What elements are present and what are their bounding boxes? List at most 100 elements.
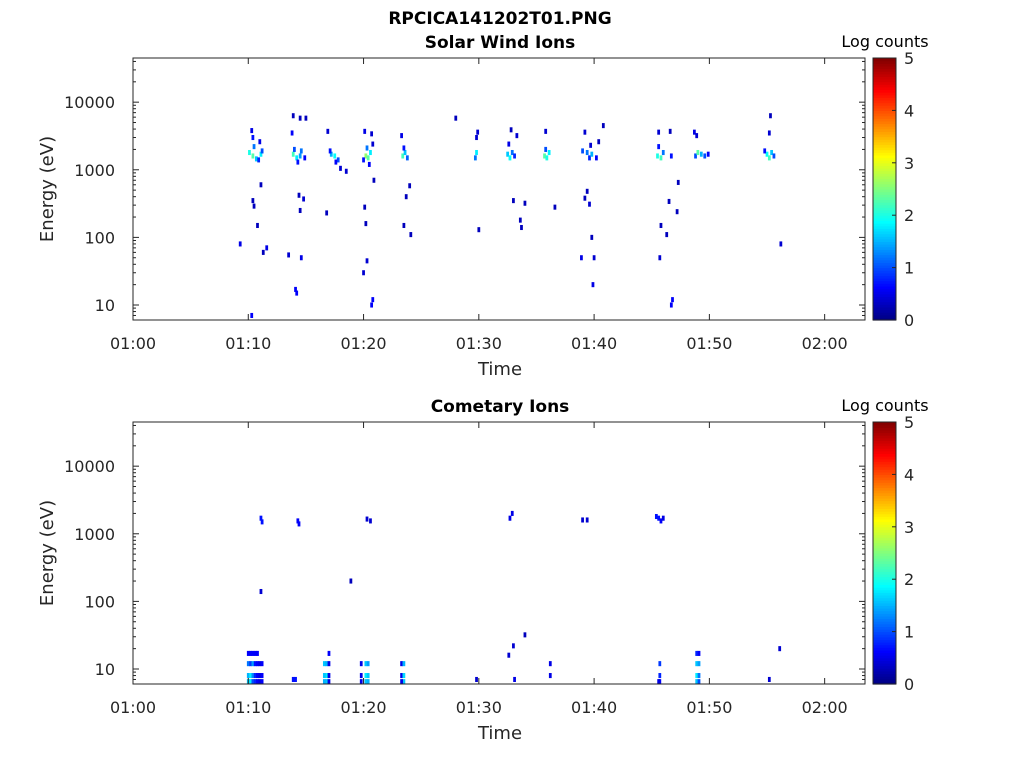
colorbar-segment xyxy=(873,301,896,305)
cometary-colorbar: 0 1 2 3 4 5 xyxy=(872,413,914,694)
colorbar-segment xyxy=(873,456,896,460)
colorbar-segment xyxy=(873,600,896,604)
colorbar-segment xyxy=(873,149,896,153)
heatmap-cell xyxy=(327,661,331,667)
colorbar-segment xyxy=(873,63,896,67)
heatmap-cell xyxy=(409,232,413,238)
heatmap-cell xyxy=(256,661,259,667)
heatmap-cell xyxy=(553,204,557,210)
heatmap-cell xyxy=(248,149,251,156)
heatmap-cell xyxy=(588,201,591,207)
colorbar-segment xyxy=(873,492,896,496)
heatmap-cell xyxy=(327,679,331,684)
colorbar-segment xyxy=(873,676,896,680)
heatmap-cell xyxy=(675,209,679,215)
heatmap-cell xyxy=(400,679,403,684)
colorbar-segment xyxy=(873,670,896,675)
colorbar-segment xyxy=(873,139,896,143)
heatmap-cell xyxy=(364,221,368,227)
cometary-axes-box xyxy=(132,421,866,685)
heatmap-cell xyxy=(589,142,593,148)
colorbar-segment xyxy=(873,154,896,159)
heatmap-cell xyxy=(400,661,403,667)
heatmap-cell xyxy=(697,673,701,679)
colorbar-segment xyxy=(873,636,896,641)
x-tick-label: 01:00 xyxy=(110,334,156,353)
y-tick-label: 10 xyxy=(95,660,115,679)
heatmap-cell xyxy=(477,227,481,233)
colorbar-segment xyxy=(873,128,896,132)
heatmap-cell xyxy=(299,255,303,261)
colorbar-segment xyxy=(873,58,896,62)
heatmap-cell xyxy=(333,153,337,159)
heatmap-cell xyxy=(779,241,783,247)
colorbar-segment xyxy=(873,453,896,457)
colorbar-segment xyxy=(873,299,896,303)
heatmap-cell xyxy=(364,153,368,159)
heatmap-cell xyxy=(257,157,261,163)
heatmap-cell xyxy=(327,650,331,656)
colorbar-segment xyxy=(873,173,896,177)
colorbar-segment xyxy=(873,160,896,164)
colorbar-segment xyxy=(873,110,896,114)
heatmap-cell xyxy=(259,515,263,521)
colorbar-segment xyxy=(873,495,896,499)
heatmap-cell xyxy=(293,146,296,152)
heatmap-cell xyxy=(256,222,259,229)
heatmap-cell xyxy=(296,518,300,524)
heatmap-cell xyxy=(668,128,672,134)
heatmap-cell xyxy=(322,679,326,684)
colorbar-segment xyxy=(873,84,896,88)
y-tick-label: 100 xyxy=(84,228,115,247)
colorbar-segment xyxy=(873,657,896,662)
heatmap-cell xyxy=(654,513,658,520)
heatmap-cell xyxy=(260,679,264,684)
heatmap-cell xyxy=(326,128,330,134)
colorbar-segment xyxy=(873,233,896,237)
colorbar-segment xyxy=(873,309,896,313)
heatmap-cell xyxy=(249,661,252,667)
y-tick-label: 1000 xyxy=(74,525,115,544)
heatmap-cell xyxy=(515,133,519,139)
heatmap-cell xyxy=(297,192,301,198)
colorbar-segment xyxy=(873,60,896,64)
colorbar-segment xyxy=(873,484,896,489)
colorbar-segment xyxy=(873,99,896,104)
heatmap-cell xyxy=(658,673,662,679)
heatmap-cell xyxy=(328,148,332,154)
colorbar-segment xyxy=(873,660,896,664)
colorbar-segment xyxy=(873,175,896,180)
colorbar-segment xyxy=(873,463,896,468)
heatmap-cell xyxy=(349,578,353,584)
colorbar-tick-label: 2 xyxy=(904,570,914,589)
heatmap-cell xyxy=(695,673,699,679)
colorbar-segment xyxy=(873,207,896,211)
solar-wind-y-label: Energy (eV) xyxy=(37,136,58,242)
colorbar-segment xyxy=(873,244,896,248)
heatmap-cell xyxy=(258,661,262,667)
heatmap-cell xyxy=(362,270,365,276)
heatmap-cell xyxy=(657,144,661,150)
heatmap-cell xyxy=(658,255,662,261)
colorbar-segment xyxy=(873,238,896,242)
heatmap-cell xyxy=(251,673,255,679)
x-tick-label: 01:00 xyxy=(110,698,156,717)
colorbar-segment xyxy=(873,644,896,648)
heatmap-cell xyxy=(597,139,601,145)
colorbar-tick-label: 3 xyxy=(904,154,914,173)
colorbar-segment xyxy=(873,81,896,85)
heatmap-cell xyxy=(369,518,372,524)
heatmap-cell xyxy=(253,650,257,656)
heatmap-cell xyxy=(693,129,696,135)
heatmap-cell xyxy=(365,145,369,151)
heatmap-cell xyxy=(246,650,250,656)
heatmap-cell xyxy=(400,133,403,139)
solar-wind-panel: Solar Wind Ions 01:00 01:10 01:20 01:30 01:4… xyxy=(37,32,929,380)
heatmap-cell xyxy=(512,643,515,649)
colorbar-segment xyxy=(873,461,896,465)
colorbar-segment xyxy=(873,542,896,546)
solar-wind-heatmap xyxy=(238,113,783,318)
x-tick-label: 02:00 xyxy=(802,698,848,717)
heatmap-cell xyxy=(359,673,363,679)
heatmap-cell xyxy=(510,149,514,156)
